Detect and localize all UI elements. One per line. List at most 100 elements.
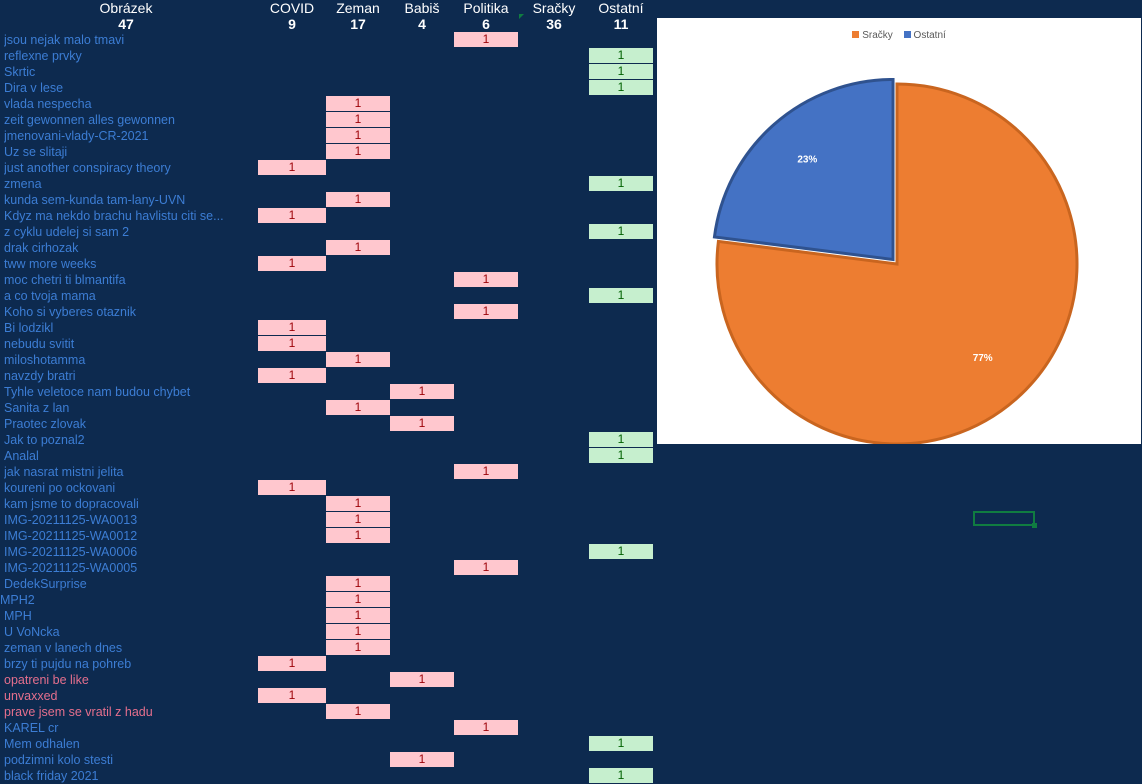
image-name-link[interactable]: miloshotamma [4, 353, 86, 367]
image-name-link[interactable]: Koho si vyberes otaznik [4, 305, 137, 319]
image-name-link[interactable]: prave jsem se vratil z hadu [4, 705, 153, 719]
value-cell-zeman[interactable]: 1 [326, 496, 390, 511]
image-name-link[interactable]: tww more weeks [4, 257, 97, 271]
image-name-link[interactable]: zeman v lanech dnes [4, 641, 123, 655]
value-cell-politika[interactable]: 1 [454, 272, 518, 287]
image-name-link[interactable]: Dira v lese [4, 81, 64, 95]
image-name-link[interactable]: zeit gewonnen alles gewonnen [4, 113, 175, 127]
image-name-link[interactable]: IMG-20211125-WA0005 [4, 561, 138, 575]
image-name-link[interactable]: Sanita z lan [4, 401, 70, 415]
image-name-link[interactable]: Mem odhalen [4, 737, 80, 751]
header-babis[interactable]: Babiš 4 [382, 0, 462, 32]
value-cell-zeman[interactable]: 1 [326, 592, 390, 607]
value-cell-zeman[interactable]: 1 [326, 144, 390, 159]
value-cell-covid[interactable]: 1 [258, 480, 326, 495]
image-name-link[interactable]: DedekSurprise [4, 577, 87, 591]
header-zeman[interactable]: Zeman 17 [318, 0, 398, 32]
value-cell-zeman[interactable]: 1 [326, 528, 390, 543]
value-cell-zeman[interactable]: 1 [326, 608, 390, 623]
image-name-link[interactable]: unvaxxed [4, 689, 58, 703]
header-politika[interactable]: Politika 6 [446, 0, 526, 32]
image-name-link[interactable]: zmena [4, 177, 42, 191]
image-name-link[interactable]: Tyhle veletoce nam budou chybet [4, 385, 191, 399]
image-name-link[interactable]: z cyklu udelej si sam 2 [4, 225, 130, 239]
image-name-link[interactable]: drak cirhozak [4, 241, 79, 255]
image-name-link[interactable]: Skrtic [4, 65, 36, 79]
value-cell-ostatni[interactable]: 1 [589, 80, 653, 95]
value-cell-babis[interactable]: 1 [390, 672, 454, 687]
value-cell-politika[interactable]: 1 [454, 464, 518, 479]
value-cell-ostatni[interactable]: 1 [589, 544, 653, 559]
value-cell-ostatni[interactable]: 1 [589, 176, 653, 191]
image-name-link[interactable]: MPH [4, 609, 32, 623]
value-cell-politika[interactable]: 1 [454, 720, 518, 735]
value-cell-zeman[interactable]: 1 [326, 704, 390, 719]
value-cell-babis[interactable]: 1 [390, 752, 454, 767]
value-cell-zeman[interactable]: 1 [326, 576, 390, 591]
image-name-link[interactable]: vlada nespecha [4, 97, 92, 111]
value-cell-zeman[interactable]: 1 [326, 640, 390, 655]
value-cell-ostatni[interactable]: 1 [589, 64, 653, 79]
header-ostatni[interactable]: Ostatní 11 [581, 0, 661, 32]
image-name-link[interactable]: brzy ti pujdu na pohreb [4, 657, 132, 671]
image-name-link[interactable]: podzimni kolo stesti [4, 753, 114, 767]
value-cell-covid[interactable]: 1 [258, 320, 326, 335]
image-name-link[interactable]: kunda sem-kunda tam-lany-UVN [4, 193, 186, 207]
image-name-link[interactable]: black friday 2021 [4, 769, 99, 783]
header-sracky[interactable]: Sračky 36 [514, 0, 594, 32]
header-covid[interactable]: COVID 9 [252, 0, 332, 32]
value-cell-politika[interactable]: 1 [454, 32, 518, 47]
value-cell-ostatni[interactable]: 1 [589, 432, 653, 447]
value-cell-ostatni[interactable]: 1 [589, 224, 653, 239]
image-name-link[interactable]: koureni po ockovani [4, 481, 116, 495]
image-name-link[interactable]: Uz se slitaji [4, 145, 68, 159]
image-name-link[interactable]: Jak to poznal2 [4, 433, 85, 447]
value-cell-politika[interactable]: 1 [454, 304, 518, 319]
value-cell-zeman[interactable]: 1 [326, 192, 390, 207]
value-cell-zeman[interactable]: 1 [326, 512, 390, 527]
image-name-link[interactable]: jak nasrat mistni jelita [4, 465, 124, 479]
value-cell-covid[interactable]: 1 [258, 160, 326, 175]
header-obr[interactable]: Obrázek 47 [86, 0, 166, 32]
value-cell-covid[interactable]: 1 [258, 336, 326, 351]
image-name-link[interactable]: U VoNcka [4, 625, 60, 639]
pie-slice-ostatni[interactable] [712, 77, 895, 262]
value-cell-zeman[interactable]: 1 [326, 352, 390, 367]
image-name-link[interactable]: KAREL cr [4, 721, 59, 735]
value-cell-zeman[interactable]: 1 [326, 624, 390, 639]
value-cell-covid[interactable]: 1 [258, 656, 326, 671]
pie-slice-sracky[interactable] [715, 82, 1079, 444]
image-name-link[interactable]: IMG-20211125-WA0012 [4, 529, 138, 543]
image-name-link[interactable]: kam jsme to dopracovali [4, 497, 139, 511]
value-cell-covid[interactable]: 1 [258, 208, 326, 223]
value-cell-zeman[interactable]: 1 [326, 128, 390, 143]
image-name-link[interactable]: IMG-20211125-WA0006 [4, 545, 138, 559]
value-cell-zeman[interactable]: 1 [326, 240, 390, 255]
image-name-link[interactable]: moc chetri ti blmantifa [4, 273, 126, 287]
selected-cell[interactable] [973, 511, 1037, 528]
value-cell-politika[interactable]: 1 [454, 560, 518, 575]
value-cell-babis[interactable]: 1 [390, 416, 454, 431]
image-name-link[interactable]: reflexne prvky [4, 49, 82, 63]
value-cell-zeman[interactable]: 1 [326, 112, 390, 127]
value-cell-babis[interactable]: 1 [390, 384, 454, 399]
value-cell-ostatni[interactable]: 1 [589, 768, 653, 783]
image-name-link[interactable]: Analal [4, 449, 39, 463]
image-name-link[interactable]: just another conspiracy theory [4, 161, 171, 175]
image-name-link[interactable]: Kdyz ma nekdo brachu havlistu citi se... [4, 209, 224, 223]
image-name-link[interactable]: IMG-20211125-WA0013 [4, 513, 138, 527]
image-name-link[interactable]: jsou nejak malo tmavi [4, 33, 125, 47]
value-cell-covid[interactable]: 1 [258, 688, 326, 703]
value-cell-ostatni[interactable]: 1 [589, 288, 653, 303]
value-cell-ostatni[interactable]: 1 [589, 448, 653, 463]
pie-chart[interactable]: Sračky Ostatní 77% 23% [657, 18, 1141, 444]
value-cell-zeman[interactable]: 1 [326, 96, 390, 111]
image-name-link[interactable]: jmenovani-vlady-CR-2021 [4, 129, 149, 143]
value-cell-ostatni[interactable]: 1 [589, 48, 653, 63]
value-cell-ostatni[interactable]: 1 [589, 736, 653, 751]
value-cell-covid[interactable]: 1 [258, 368, 326, 383]
image-name-link[interactable]: Praotec zlovak [4, 417, 86, 431]
value-cell-zeman[interactable]: 1 [326, 400, 390, 415]
value-cell-covid[interactable]: 1 [258, 256, 326, 271]
image-name-link[interactable]: opatreni be like [4, 673, 89, 687]
